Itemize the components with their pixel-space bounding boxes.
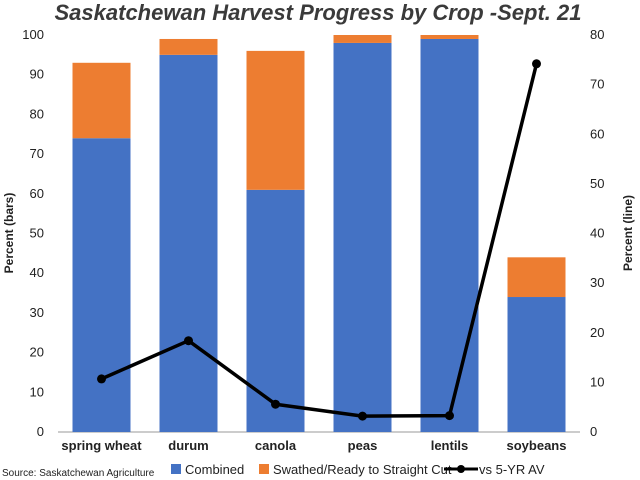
legend-label-swathed: Swathed/Ready to Straight Cut <box>273 462 452 477</box>
line-series-group <box>97 59 541 421</box>
legend-line-marker <box>457 465 465 473</box>
x-tick-label-durum: durum <box>168 438 208 453</box>
y-tick-right-30: 30 <box>590 275 604 290</box>
bars-group <box>72 35 566 432</box>
left-axis-ticks: 0 10 20 30 40 50 60 70 80 90 100 <box>22 27 44 439</box>
legend-swatch-swathed <box>259 464 269 474</box>
bar-combined-soybeans <box>507 297 566 432</box>
legend-label-vs-5yr: vs 5-YR AV <box>479 462 545 477</box>
y-tick-left-70: 70 <box>30 146 44 161</box>
legend-label-combined: Combined <box>185 462 244 477</box>
x-tick-label-spring-wheat: spring wheat <box>61 438 142 453</box>
y-tick-left-50: 50 <box>30 226 44 241</box>
bar-swathed-canola <box>246 50 305 190</box>
x-tick-label-peas: peas <box>348 438 378 453</box>
y-tick-right-0: 0 <box>590 424 597 439</box>
y-tick-right-50: 50 <box>590 176 604 191</box>
x-tick-label-canola: canola <box>255 438 297 453</box>
y-tick-right-70: 70 <box>590 77 604 92</box>
bar-swathed-spring-wheat <box>72 62 131 139</box>
source-note: Source: Saskatchewan Agriculture <box>2 468 155 479</box>
line-point-soybeans <box>532 59 541 69</box>
line-point-spring-wheat <box>97 374 106 384</box>
x-tick-label-lentils: lentils <box>431 438 469 453</box>
bar-swathed-durum <box>159 38 218 55</box>
y-tick-left-10: 10 <box>30 384 44 399</box>
y-tick-left-90: 90 <box>30 67 44 82</box>
chart-title: Saskatchewan Harvest Progress by Crop -S… <box>55 0 582 25</box>
y-axis-label-right: Percent (line) <box>621 195 635 271</box>
y-tick-right-80: 80 <box>590 27 604 42</box>
right-axis-ticks: 0 10 20 30 40 50 60 70 80 <box>590 27 604 439</box>
bar-combined-lentils <box>420 38 479 432</box>
y-tick-right-60: 60 <box>590 126 604 141</box>
bar-combined-spring-wheat <box>72 138 131 432</box>
bar-swathed-lentils <box>420 35 479 39</box>
bar-combined-durum <box>159 54 218 432</box>
line-point-lentils <box>445 411 454 421</box>
y-tick-left-0: 0 <box>37 424 44 439</box>
y-tick-right-40: 40 <box>590 226 604 241</box>
y-axis-label-left: Percent (bars) <box>2 193 16 274</box>
y-tick-left-20: 20 <box>30 345 44 360</box>
x-tick-label-soybeans: soybeans <box>507 438 567 453</box>
bar-combined-peas <box>333 42 392 432</box>
line-point-peas <box>358 411 367 421</box>
y-tick-left-40: 40 <box>30 265 44 280</box>
line-vs-5yr-av <box>100 63 539 418</box>
y-tick-left-100: 100 <box>22 27 44 42</box>
legend: Combined Swathed/Ready to Straight Cut v… <box>171 462 545 477</box>
bar-swathed-soybeans <box>507 257 566 298</box>
y-tick-left-30: 30 <box>30 305 44 320</box>
bar-swathed-peas <box>333 35 392 43</box>
bar-combined-canola <box>246 189 305 432</box>
line-point-canola <box>271 399 280 409</box>
category-labels: spring wheat durum canola peas lentils soybea… <box>61 438 566 453</box>
y-tick-left-60: 60 <box>30 186 44 201</box>
y-tick-right-10: 10 <box>590 374 604 389</box>
line-point-durum <box>184 336 193 346</box>
y-tick-right-20: 20 <box>590 325 604 340</box>
y-tick-left-80: 80 <box>30 106 44 121</box>
legend-swatch-combined <box>171 464 181 474</box>
